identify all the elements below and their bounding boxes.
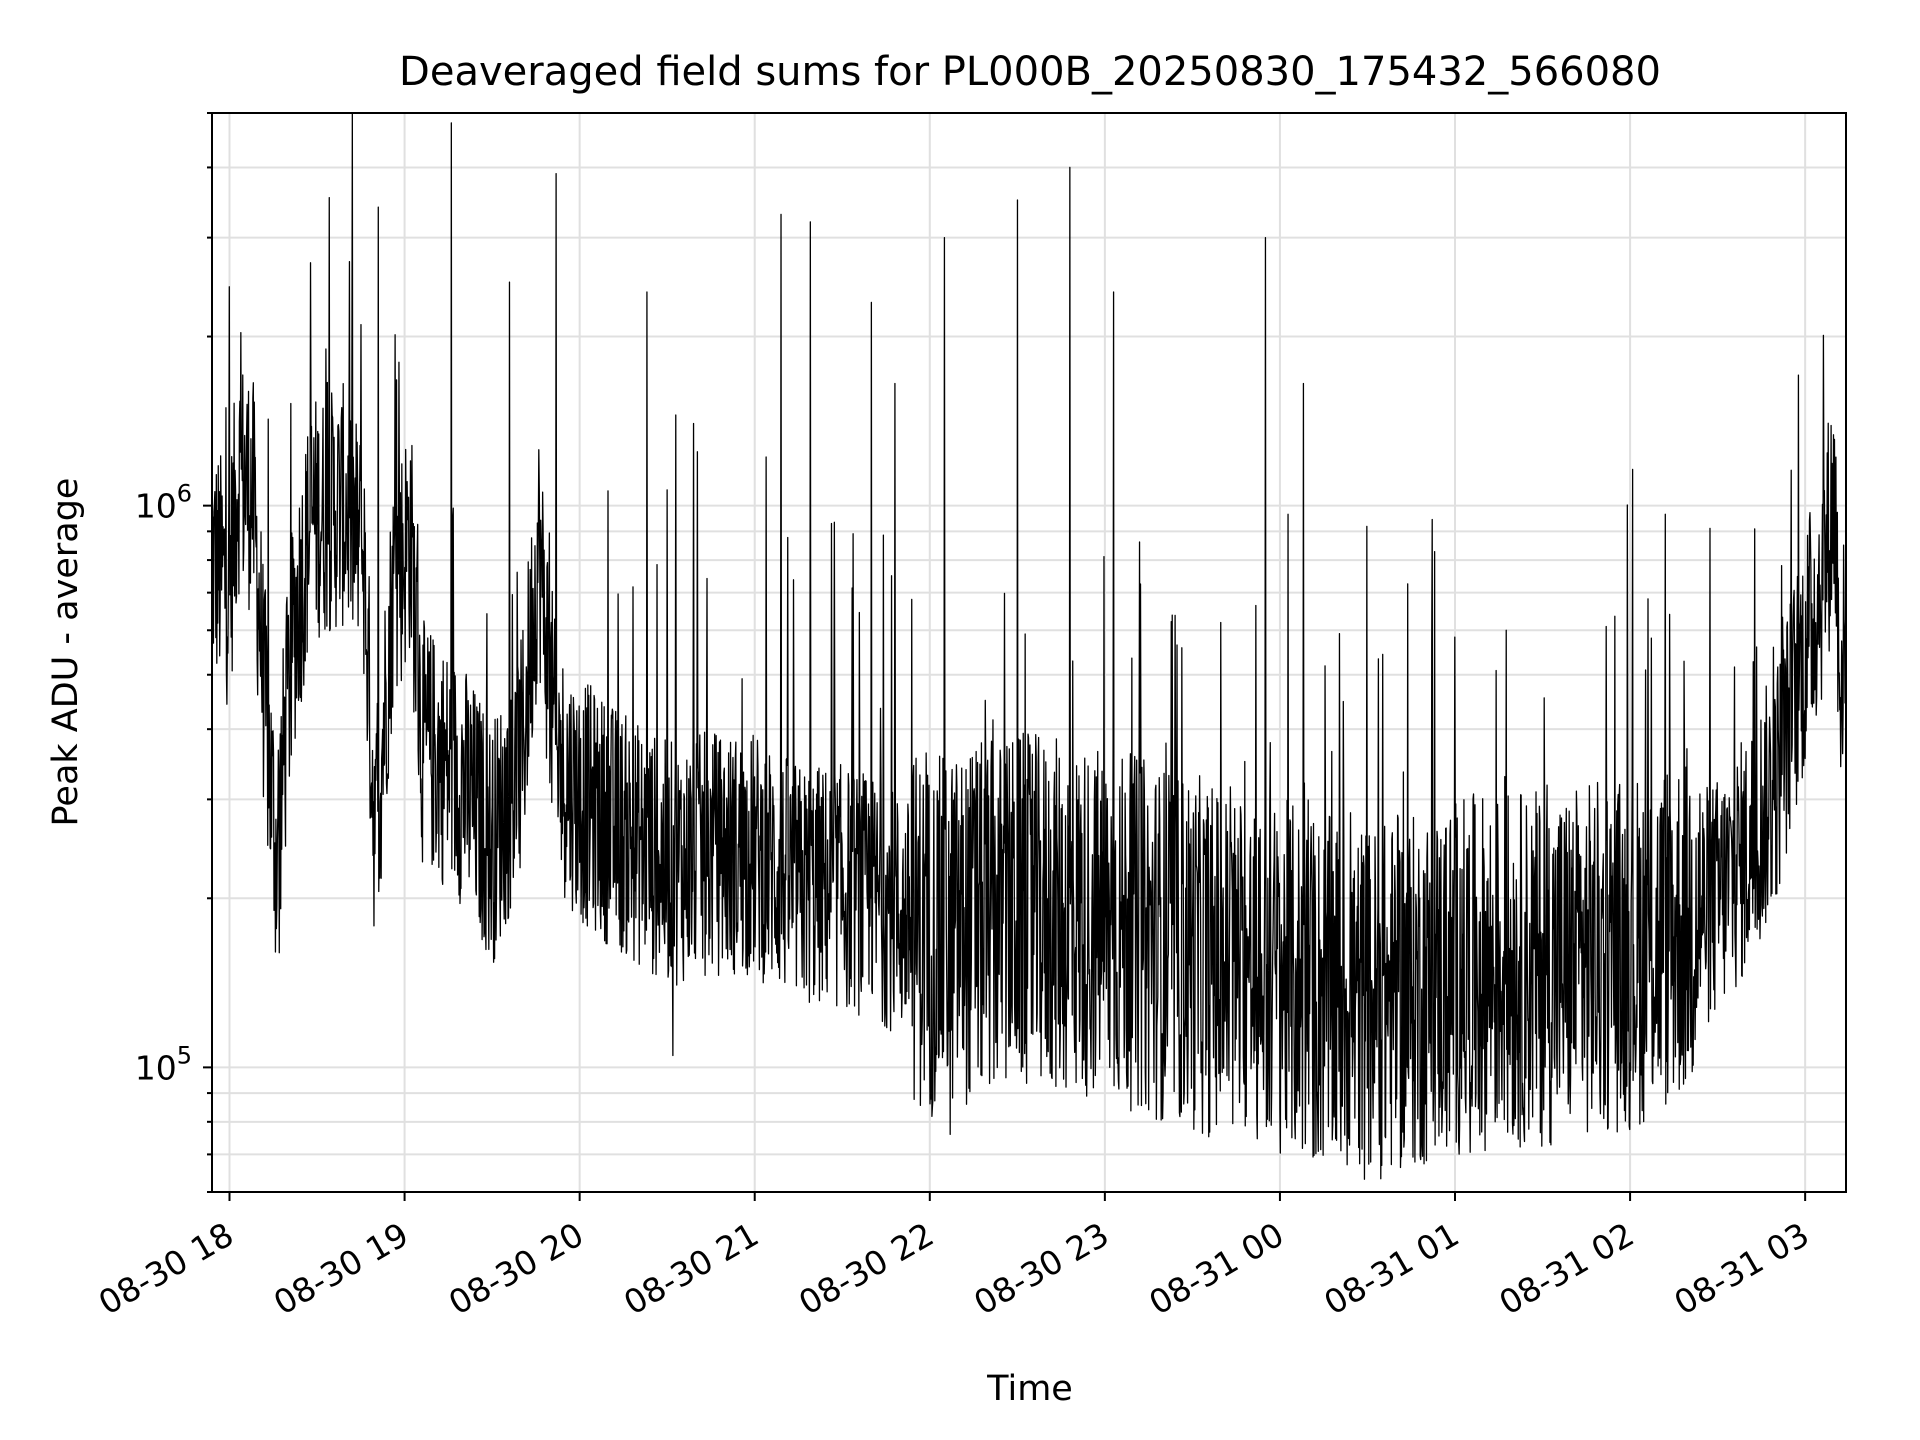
series-group [211,112,1847,1180]
plot-frame [211,112,1847,1193]
y-axis-label: Peak ADU - average [46,478,86,827]
y-axis: 105 106 [135,112,212,1193]
y-tick-label: 106 [135,480,192,526]
chart-title: Deaveraged field sums for PL000B_2025083… [399,49,1661,95]
y-tick-label: 105 [135,1041,192,1087]
x-axis-label: Time [986,1369,1073,1409]
series-line [211,112,1847,1180]
